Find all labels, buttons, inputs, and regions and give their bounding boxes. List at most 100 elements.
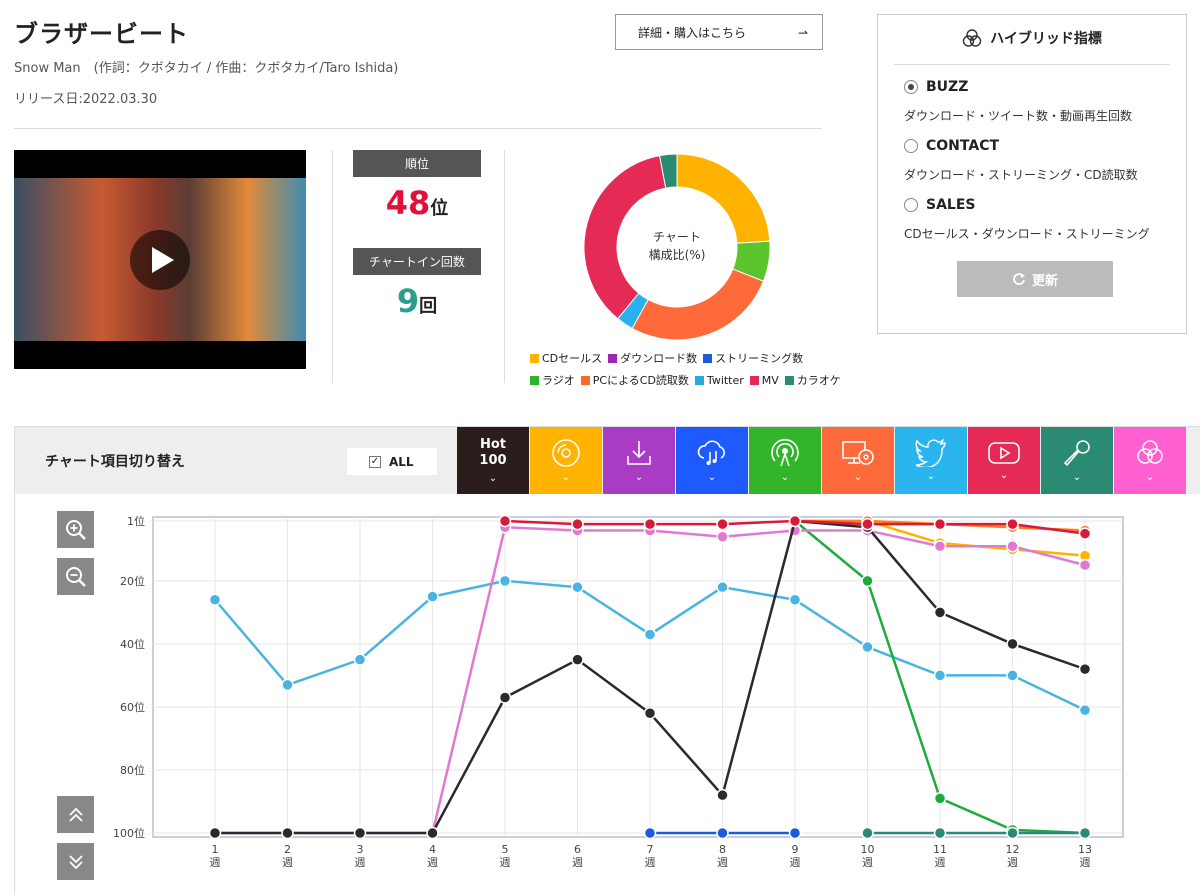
data-point-karaoke [1078,826,1092,840]
data-point-streaming [716,826,729,840]
x-tick-label: 13 [1078,843,1092,856]
zoom-in-button[interactable] [57,511,94,548]
x-tick-label: 週 [935,856,946,869]
data-point-hot100 [861,521,874,534]
song-credits: Snow Man (作詞：クボタカイ / 作曲：クボタカイ/Taro Ishid… [14,61,399,76]
scroll-up-button[interactable] [57,796,94,833]
data-point-hot100 [933,606,947,619]
data-point-mv-pink [571,524,584,537]
radio-contact[interactable]: CONTACT [904,138,999,154]
pc-cd-icon [842,441,874,465]
legend-label: ダウンロード数 [620,352,698,365]
x-tick-label: 週 [282,856,293,869]
legend-label: MV [761,373,779,387]
radio-icon [771,438,799,467]
donut-slice [631,268,765,341]
donut-slice [583,155,667,320]
twitter-icon [915,439,946,467]
play-icon[interactable] [130,230,190,290]
x-tick-label: 5 [502,843,509,856]
tile-karaoke[interactable]: ⌄ [1041,427,1113,494]
microphone-icon [1063,440,1090,467]
data-point-mv [788,514,802,528]
x-tick-label: 週 [1007,856,1018,869]
tile-hybrid[interactable]: ⌄ [1114,427,1186,494]
tile-cd[interactable]: ⌄ [530,427,602,494]
donut-center-line1: チャート [653,230,701,244]
refresh-icon [1013,273,1025,285]
video-player[interactable] [14,150,306,369]
refresh-button[interactable]: 更新 [957,261,1113,297]
tile-twitter[interactable]: ⌄ [895,427,967,494]
streaming-icon [697,440,725,465]
data-point-hot100 [281,826,294,840]
rank-label: 順位 [353,150,481,177]
radio-label: SALES [926,197,976,213]
radio-button[interactable] [904,139,918,153]
data-point-mv [1078,527,1092,540]
data-point-twitter [1078,703,1092,717]
legend-swatch [694,375,704,385]
data-point-mv-pink [716,530,729,544]
series-line-mv [504,519,1086,535]
tile-streaming[interactable]: ⌄ [676,427,748,494]
legend-swatch [530,375,539,385]
chartin-suffix: 回 [419,296,438,317]
data-point-mv [861,517,874,531]
data-point-mv [498,514,512,528]
x-tick-label: 12 [1006,843,1020,856]
all-checkbox[interactable]: ✓ ALL [347,448,437,475]
check-icon[interactable]: ✓ [369,455,381,468]
legend-label: カラオケ [796,374,841,387]
tile-download[interactable]: ⌄ [603,427,675,494]
rank-value: 48位 [353,184,481,222]
zoom-out-button[interactable] [57,558,94,595]
y-tick-label: 80位 [120,763,145,777]
data-point-streaming [788,826,802,840]
data-point-hot100 [1078,662,1092,676]
tile-youtube[interactable]: ⌄ [968,427,1040,494]
data-point-twitter [1006,669,1019,682]
tile-hot100[interactable]: Hot 100 ⌄ [457,427,529,494]
detail-purchase-button[interactable]: 詳細・購入はこちら ⇀ [615,14,823,50]
radio-buzz[interactable]: BUZZ [904,79,968,95]
legend-label: CDセールス [542,352,603,365]
scroll-down-button[interactable] [57,843,94,880]
chevron-down-icon: ⌄ [1145,472,1155,483]
chevron-down-icon: ⌄ [853,472,863,483]
x-tick-label: 週 [210,856,221,869]
legend-row: CDセールス ダウンロード数 ストリーミング数 [530,350,850,366]
legend-row: ラジオ PCによるCD読取数 Twitter MV カラオケ [530,372,850,388]
data-point-mv-pink [1006,539,1019,553]
radio-button[interactable] [904,80,918,94]
data-point-twitter [861,640,874,654]
data-point-twitter [788,593,802,607]
data-point-radio [861,574,874,588]
data-point-hot100 [716,788,729,802]
legend-item: カラオケ [784,372,841,388]
tile-pc-cd[interactable]: ⌄ [822,427,894,494]
x-tick-label: 3 [357,843,364,856]
arrow-icon: ⇀ [797,26,808,40]
data-point-twitter [716,580,729,594]
release-date: リリース日:2022.03.30 [14,92,158,107]
refresh-label: 更新 [1031,273,1058,289]
series-line-radio [794,520,1086,835]
data-point-mv-pink [498,521,512,534]
radio-button[interactable] [904,198,918,212]
divider [894,64,1170,65]
tile-radio[interactable]: ⌄ [749,427,821,494]
data-point-cd [1006,543,1019,556]
radio-description: CDセールス・ダウンロード・ストリーミング [904,227,1150,241]
x-tick-label: 週 [572,856,583,869]
data-point-hot100 [498,691,512,704]
chart-panel: チャート項目切り替え ✓ ALL Hot 100 ⌄ ⌄ ⌄ ⌄ [14,426,1200,895]
x-tick-label: 週 [427,856,438,869]
radio-sales[interactable]: SALES [904,197,976,213]
data-point-twitter [353,653,367,666]
data-point-twitter [208,593,222,607]
legend-item: ダウンロード数 [608,350,697,366]
data-point-hot100 [643,706,657,720]
chevron-down-icon: ⌄ [561,472,571,483]
x-tick-label: 1 [212,843,219,856]
